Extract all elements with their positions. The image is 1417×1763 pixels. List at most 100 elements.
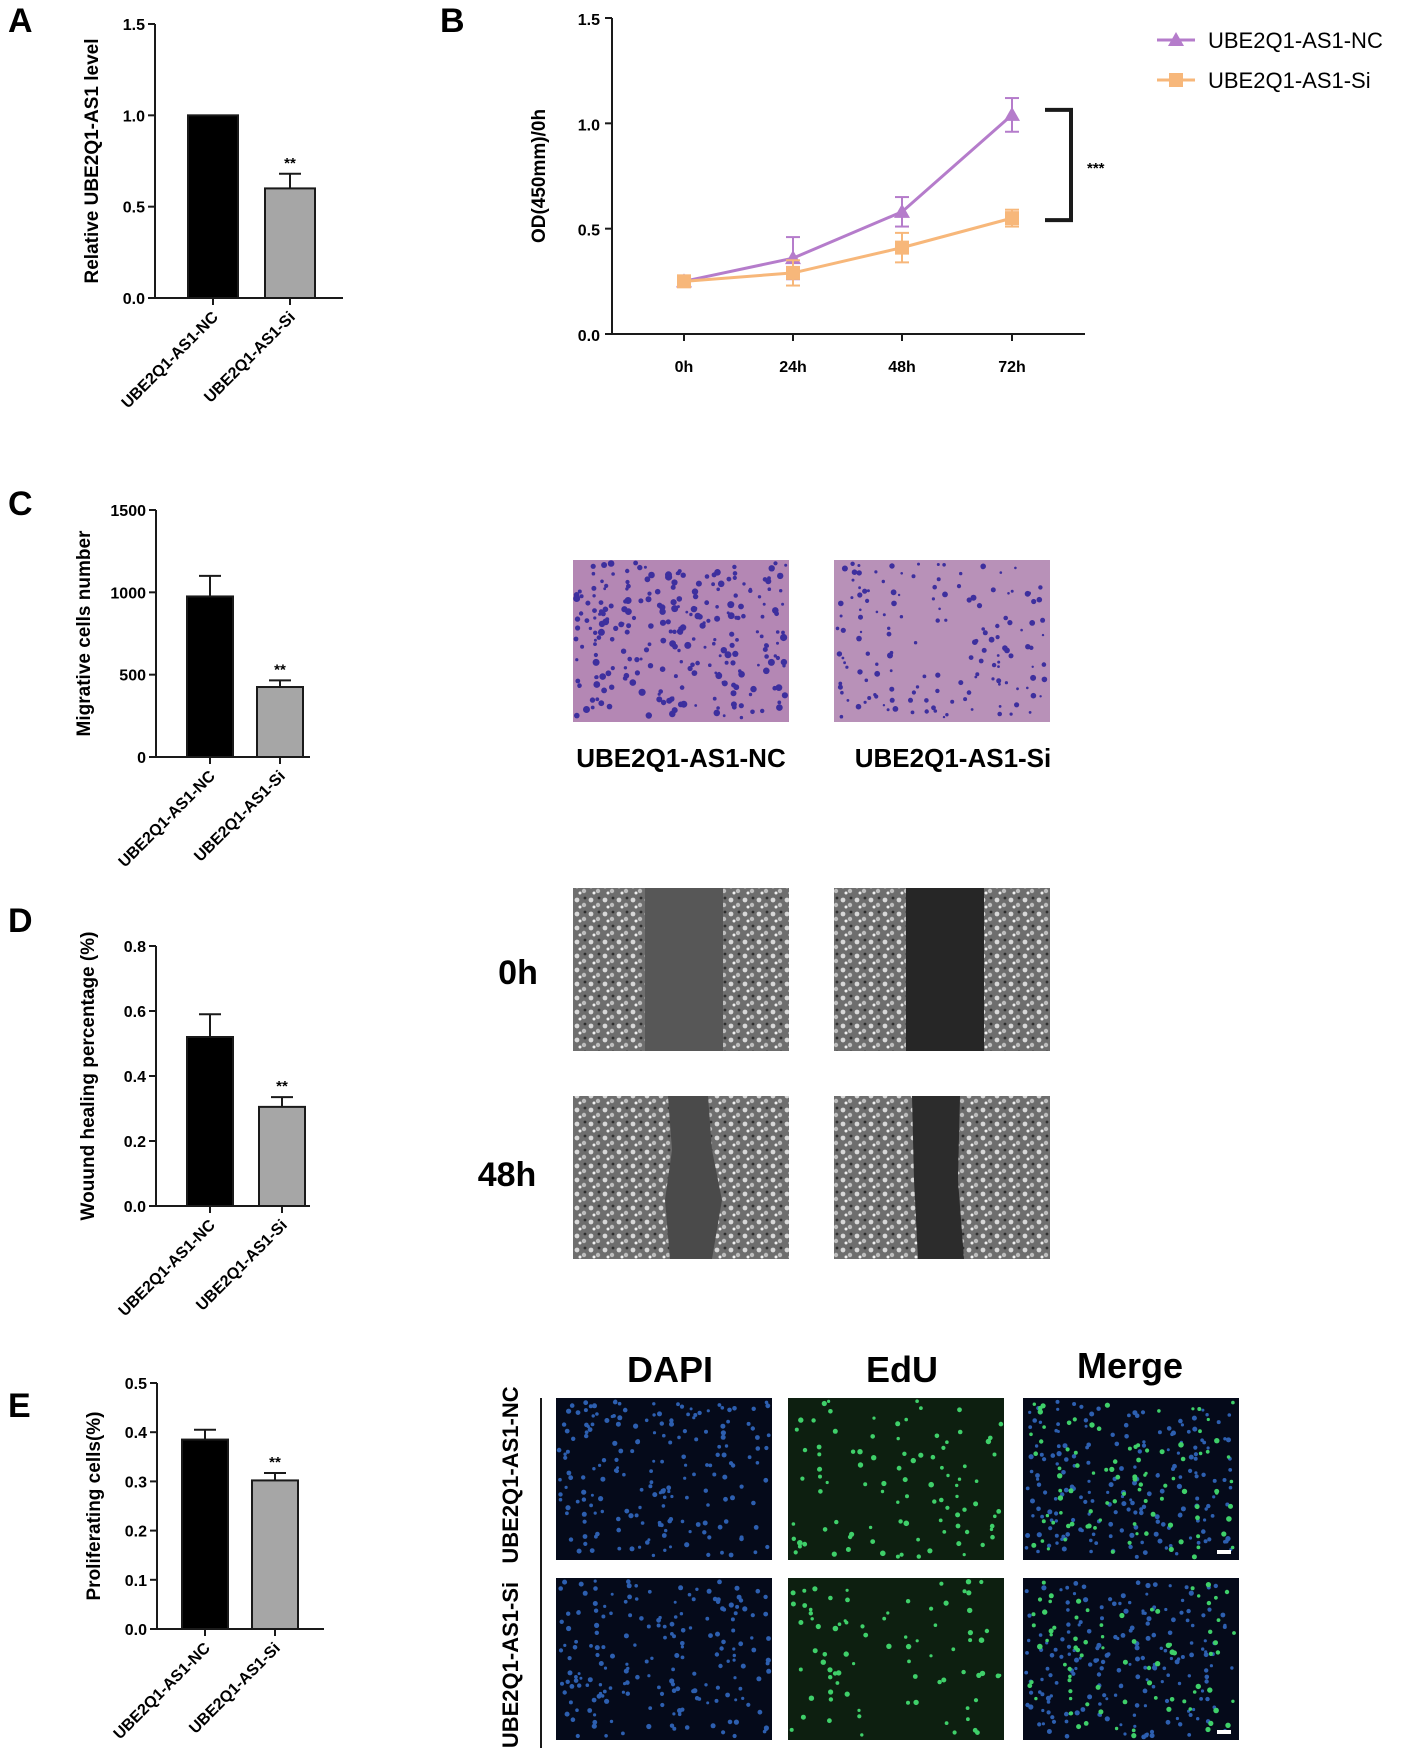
nucleus	[684, 1463, 688, 1467]
nucleus	[647, 1538, 651, 1542]
edu-cell	[985, 1438, 992, 1445]
stained-cell	[1036, 596, 1043, 603]
edu-cell	[1169, 1697, 1175, 1702]
nucleus	[1134, 1703, 1140, 1708]
nucleus	[1064, 1457, 1069, 1462]
nucleus	[1056, 1444, 1061, 1449]
nucleus	[687, 1592, 692, 1597]
stained-cell	[908, 697, 913, 703]
nucleus	[1193, 1452, 1198, 1457]
nucleus	[1143, 1665, 1148, 1670]
stained-cell	[875, 610, 879, 614]
nucleus	[694, 1696, 700, 1701]
edu-cell	[825, 1480, 829, 1485]
nucleus	[750, 1636, 754, 1640]
edu-column-edu: EdU	[866, 1349, 938, 1390]
nucleus	[1162, 1666, 1167, 1671]
nucleus	[598, 1683, 603, 1687]
nucleus	[1175, 1716, 1179, 1721]
wound-image-nc-0h	[573, 888, 789, 1051]
nucleus	[1064, 1719, 1069, 1724]
edu-cell	[834, 1519, 839, 1525]
nucleus	[1114, 1441, 1120, 1447]
stained-cell	[1007, 620, 1013, 626]
stained-cell	[968, 655, 974, 660]
nucleus	[1074, 1710, 1080, 1716]
nucleus	[1079, 1495, 1083, 1500]
stained-cell	[900, 572, 903, 575]
edu-cell	[903, 1520, 910, 1527]
edu-cell	[797, 1544, 802, 1549]
edu-cell	[832, 1625, 839, 1632]
nucleus	[1176, 1451, 1180, 1455]
nucleus	[612, 1414, 616, 1418]
edu-cell	[832, 1428, 838, 1434]
nucleus	[1110, 1432, 1115, 1438]
nucleus	[1050, 1715, 1055, 1720]
stained-cell	[648, 571, 655, 579]
nucleus	[1045, 1666, 1050, 1671]
nucleus	[692, 1688, 698, 1694]
nucleus	[1099, 1666, 1104, 1671]
nucleus	[1054, 1681, 1059, 1685]
edu-cell	[928, 1481, 934, 1488]
y-tick-label: 0.4	[125, 1425, 147, 1442]
edu-cell	[998, 1673, 1002, 1677]
nucleus	[589, 1644, 593, 1648]
nucleus	[753, 1525, 759, 1530]
nucleus	[732, 1733, 737, 1739]
nucleus	[609, 1719, 614, 1724]
nucleus	[1205, 1696, 1210, 1702]
data-point-si	[677, 274, 691, 289]
stained-cell	[835, 626, 840, 631]
edu-cell	[1153, 1696, 1158, 1700]
stained-cell	[889, 563, 895, 569]
nucleus	[742, 1606, 748, 1612]
nucleus	[577, 1672, 581, 1676]
nucleus	[589, 1548, 595, 1553]
edu-cell	[1178, 1539, 1184, 1545]
bar-nc	[187, 114, 239, 300]
stained-cell	[991, 662, 997, 668]
stained-cell	[889, 669, 893, 673]
edu-cell	[933, 1623, 938, 1627]
stained-cell	[755, 630, 760, 634]
nucleus	[1145, 1732, 1149, 1736]
edu-cell	[895, 1554, 900, 1559]
stained-cell	[603, 587, 607, 591]
nucleus	[1064, 1711, 1069, 1717]
nucleus	[1036, 1477, 1040, 1481]
dapi-image-si	[556, 1578, 772, 1740]
stained-cell	[625, 568, 630, 574]
stained-cell	[748, 692, 753, 697]
nucleus	[1078, 1656, 1082, 1660]
stained-cell	[841, 656, 845, 660]
stained-cell	[780, 658, 788, 666]
nucleus	[1087, 1694, 1093, 1700]
edu-cell	[1198, 1451, 1203, 1456]
nucleus	[1140, 1540, 1144, 1545]
nucleus	[753, 1550, 758, 1555]
stained-cell	[775, 684, 783, 691]
nucleus	[592, 1467, 596, 1471]
nucleus	[1204, 1650, 1208, 1654]
nucleus	[559, 1619, 564, 1625]
stained-cell	[913, 641, 918, 645]
nucleus	[669, 1421, 674, 1427]
nucleus	[575, 1708, 579, 1712]
stained-cell	[935, 618, 940, 623]
nucleus	[1188, 1468, 1193, 1473]
nucleus	[1113, 1634, 1118, 1640]
nucleus	[1139, 1510, 1144, 1516]
nucleus	[558, 1586, 563, 1591]
edu-cell	[802, 1588, 807, 1593]
stained-cell	[730, 701, 737, 708]
nucleus	[594, 1645, 600, 1651]
edu-cell	[966, 1590, 972, 1596]
edu-cell	[1122, 1699, 1128, 1705]
edu-cell	[1039, 1439, 1044, 1444]
nucleus	[625, 1662, 629, 1666]
edu-cell	[1157, 1409, 1161, 1413]
stained-cell	[733, 684, 740, 691]
edu-cell	[863, 1632, 869, 1638]
